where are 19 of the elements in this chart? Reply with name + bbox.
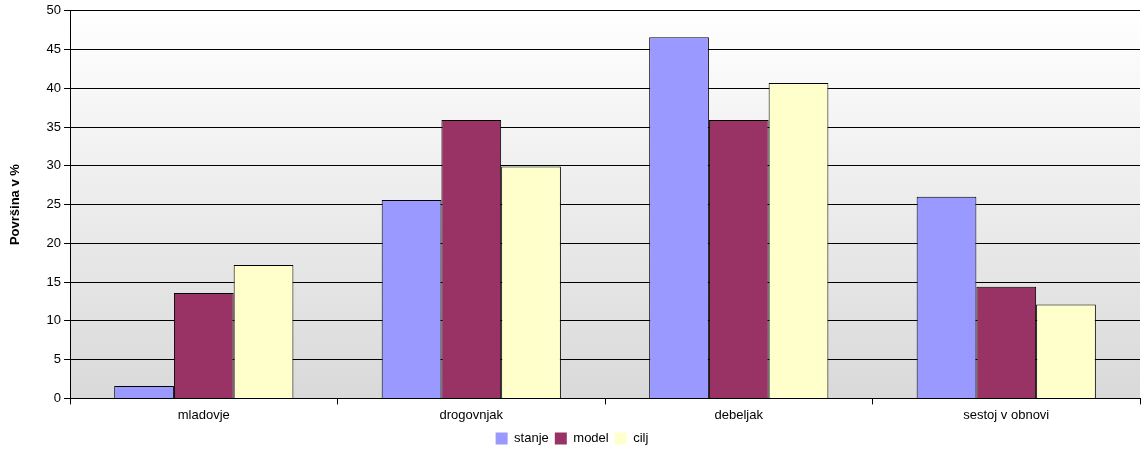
x-tick-label: sestoj v obnovi <box>963 406 1050 422</box>
x-tick-label: mladovje <box>177 406 230 422</box>
y-tick-label: 10 <box>46 312 62 328</box>
legend-label: cilj <box>633 430 649 446</box>
y-tick-label: 40 <box>46 79 62 95</box>
y-tick-label: 50 <box>46 2 62 18</box>
y-axis-title: Površina v % <box>7 163 23 246</box>
x-tick-label: debeljak <box>714 406 764 422</box>
legend-label: model <box>573 430 609 446</box>
y-tick-label: 45 <box>46 41 62 57</box>
y-tick-label: 5 <box>53 351 62 367</box>
y-tick-label: 15 <box>46 273 62 289</box>
y-tick-label: 30 <box>46 157 62 173</box>
y-tick-label: 0 <box>53 389 62 405</box>
y-tick-label: 35 <box>46 118 62 134</box>
y-tick-label: 25 <box>46 196 62 212</box>
y-tick-label: 20 <box>46 234 62 250</box>
legend-label: stanje <box>514 430 549 446</box>
x-tick-label: drogovnjak <box>439 406 504 422</box>
